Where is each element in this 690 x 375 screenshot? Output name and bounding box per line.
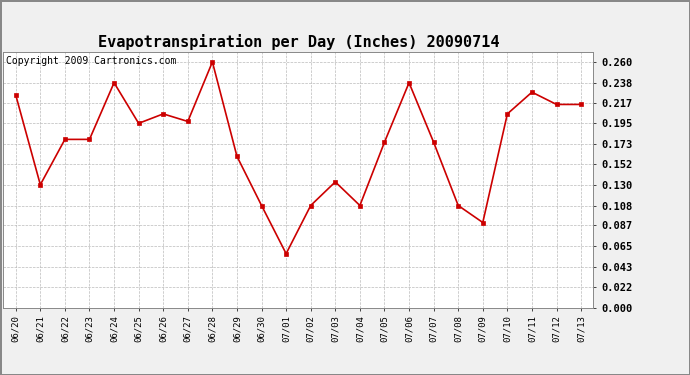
Title: Evapotranspiration per Day (Inches) 20090714: Evapotranspiration per Day (Inches) 2009…: [98, 34, 499, 50]
Text: Copyright 2009 Cartronics.com: Copyright 2009 Cartronics.com: [6, 56, 177, 66]
